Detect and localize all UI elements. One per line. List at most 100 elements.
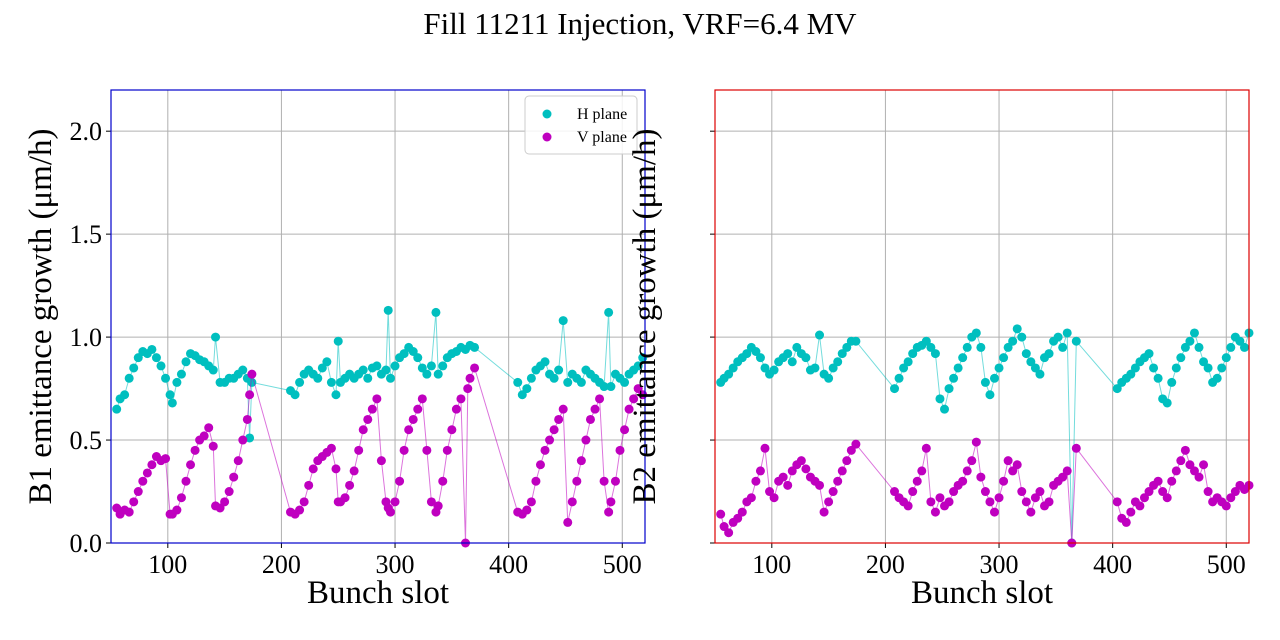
- data-point: [976, 342, 986, 352]
- data-point: [383, 305, 393, 315]
- data-point: [465, 373, 475, 383]
- data-point: [1153, 476, 1163, 486]
- data-point: [563, 377, 573, 387]
- x-tick-label: 300: [980, 550, 1019, 579]
- data-point: [576, 456, 586, 466]
- data-point: [1035, 369, 1045, 379]
- data-point: [176, 369, 186, 379]
- data-point: [333, 336, 343, 346]
- data-point: [604, 507, 614, 517]
- series-h-plane: [716, 324, 1254, 548]
- data-point: [908, 349, 918, 359]
- data-point: [417, 363, 427, 373]
- data-point: [1003, 342, 1013, 352]
- data-point: [1008, 466, 1018, 476]
- data-point: [810, 363, 820, 373]
- data-point: [558, 404, 568, 414]
- data-point: [426, 361, 436, 371]
- data-point: [765, 487, 775, 497]
- data-point: [354, 445, 364, 455]
- chart-title: Fill 11211 Injection, VRF=6.4 MV: [423, 6, 857, 41]
- data-point: [124, 507, 134, 517]
- data-point: [824, 373, 834, 383]
- data-point: [1144, 349, 1154, 359]
- data-point: [526, 373, 536, 383]
- data-point: [358, 365, 368, 375]
- data-point: [438, 476, 448, 486]
- data-point: [1062, 466, 1072, 476]
- data-point: [1189, 466, 1199, 476]
- data-point: [372, 394, 382, 404]
- data-point: [181, 476, 191, 486]
- data-point: [1162, 493, 1172, 503]
- data-point: [120, 390, 130, 400]
- data-point: [903, 501, 913, 511]
- data-point: [367, 404, 377, 414]
- legend-marker-v-plane: [542, 132, 552, 142]
- data-point: [949, 487, 959, 497]
- series-h-plane: [112, 305, 648, 443]
- data-point: [962, 342, 972, 352]
- data-point: [815, 480, 825, 490]
- data-point: [751, 476, 761, 486]
- data-point: [1003, 456, 1013, 466]
- x-tick-label: 400: [1093, 550, 1132, 579]
- data-point: [433, 369, 443, 379]
- data-point: [215, 503, 225, 513]
- data-point: [783, 349, 793, 359]
- data-point: [620, 377, 630, 387]
- data-point: [1153, 373, 1163, 383]
- legend-box: [524, 95, 638, 155]
- data-point: [755, 466, 765, 476]
- series-v-plane: [112, 363, 648, 548]
- x-axis-label: Bunch slot: [307, 575, 449, 611]
- data-point: [167, 398, 177, 408]
- data-point: [247, 377, 257, 387]
- data-point: [181, 357, 191, 367]
- legend-marker-h-plane: [542, 109, 552, 119]
- data-point: [833, 476, 843, 486]
- data-point: [1203, 487, 1213, 497]
- data-point: [585, 414, 595, 424]
- data-point: [1044, 349, 1054, 359]
- data-point: [317, 363, 327, 373]
- data-point: [1144, 487, 1154, 497]
- data-point: [331, 464, 341, 474]
- y-tick-label: 1.0: [70, 323, 103, 352]
- data-point: [433, 501, 443, 511]
- data-point: [787, 357, 797, 367]
- data-point: [1226, 493, 1236, 503]
- data-point: [581, 435, 591, 445]
- data-point: [1189, 328, 1199, 338]
- data-point: [1030, 363, 1040, 373]
- data-point: [1126, 507, 1136, 517]
- data-point: [746, 493, 756, 503]
- data-point: [558, 316, 568, 326]
- data-point: [615, 445, 625, 455]
- data-point: [417, 394, 427, 404]
- data-point: [563, 517, 573, 527]
- data-point: [340, 493, 350, 503]
- y-tick-label: 1.5: [70, 220, 103, 249]
- data-point: [176, 493, 186, 503]
- data-point: [422, 445, 432, 455]
- data-point: [604, 307, 614, 317]
- data-point: [208, 441, 218, 451]
- data-point: [1239, 342, 1249, 352]
- data-point: [921, 336, 931, 346]
- data-point: [935, 493, 945, 503]
- data-point: [395, 476, 405, 486]
- data-point: [1203, 363, 1213, 373]
- legend-label: H plane: [577, 106, 627, 123]
- data-point: [953, 363, 963, 373]
- data-point: [833, 357, 843, 367]
- data-point: [633, 361, 643, 371]
- data-point: [540, 445, 550, 455]
- data-point: [1185, 336, 1195, 346]
- data-point: [801, 464, 811, 474]
- data-point: [930, 349, 940, 359]
- data-point: [308, 464, 318, 474]
- data-point: [470, 363, 480, 373]
- data-point: [245, 433, 255, 443]
- data-point: [590, 404, 600, 414]
